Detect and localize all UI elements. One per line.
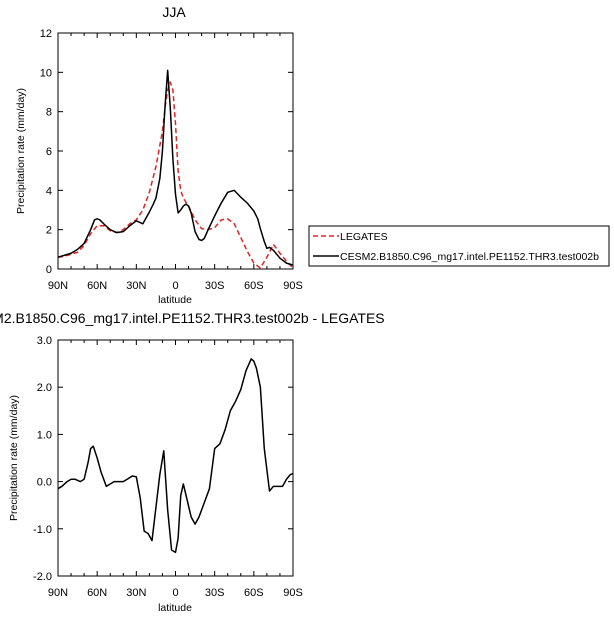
x-tick-label: 90N (48, 587, 68, 599)
y-tick-label: 0.0 (37, 477, 52, 489)
x-axis-label: latitude (158, 602, 192, 614)
panel-jja: JJA 90N 60N 30N 0 30S 60S 90S 0 2 4 6 8 10 12 Precipi… (15, 4, 303, 306)
x-tick-label: 90N (48, 280, 68, 292)
series-line-legates (57, 81, 294, 269)
x-tick-label: 30N (126, 587, 146, 599)
plot-frame (57, 32, 294, 270)
y-axis-label: Precipitation rate (mm/day) (15, 88, 27, 214)
x-tick-label: 0 (172, 587, 178, 599)
x-tick-label: 60N (87, 587, 107, 599)
y-axis-label: Precipitation rate (mm/day) (8, 395, 20, 521)
y-tick-label: 2.0 (37, 382, 52, 394)
series-line-cesm2-b1850-c96-mg17-intel-pe1152-thr3-test002b (57, 69, 294, 266)
x-tick-label: 90S (283, 280, 303, 292)
x-tick-label: 60S (244, 587, 264, 599)
legend-entry-legates: LEGATES (340, 231, 388, 243)
x-tick-label: 30S (205, 587, 225, 599)
x-axis-label: latitude (158, 294, 192, 306)
y-tick-label: 4 (46, 185, 52, 197)
legend-entry-cesm2: CESM2.B1850.C96_mg17.intel.PE1152.THR3.t… (340, 251, 599, 263)
x-tick-label: 30S (205, 280, 225, 292)
y-tick-label: 6 (46, 146, 52, 158)
chart-title: JJA (162, 4, 186, 20)
y-tick-label: -2.0 (33, 571, 52, 583)
y-tick-label: 2 (46, 225, 52, 237)
x-tick-label: 60N (87, 280, 107, 292)
series-line-difference (57, 358, 294, 554)
x-tick-label: 30N (126, 280, 146, 292)
y-tick-label: 3.0 (37, 335, 52, 347)
chart-title: CESM2.B1850.C96_mg17.intel.PE1152.THR3.t… (0, 310, 385, 326)
y-tick-label: 12 (40, 28, 52, 40)
legend-box (308, 225, 610, 267)
x-tick-label: 90S (283, 587, 303, 599)
legend: LEGATES CESM2.B1850.C96_mg17.intel.PE115… (308, 225, 610, 267)
y-tick-label: 0 (46, 264, 52, 276)
x-tick-label: 60S (244, 280, 264, 292)
x-tick-label: 0 (172, 280, 178, 292)
panel-difference: CESM2.B1850.C96_mg17.intel.PE1152.THR3.t… (0, 310, 385, 614)
y-tick-label: 10 (40, 67, 52, 79)
y-tick-label: -1.0 (33, 524, 52, 536)
y-tick-label: 1.0 (37, 429, 52, 441)
y-tick-label: 8 (46, 107, 52, 119)
